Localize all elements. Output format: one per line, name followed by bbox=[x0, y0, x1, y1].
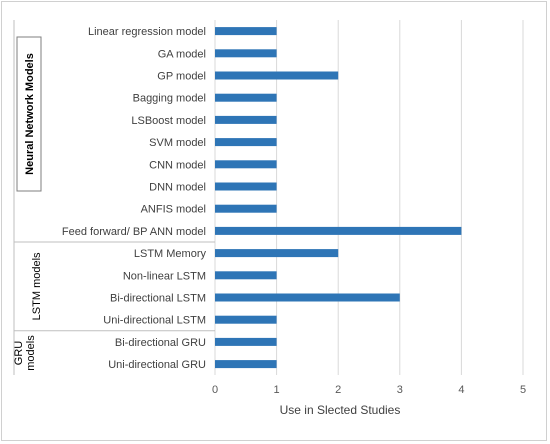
bar bbox=[215, 204, 277, 213]
bar bbox=[215, 337, 277, 346]
bar bbox=[215, 249, 339, 258]
x-tick-label: 5 bbox=[520, 384, 526, 396]
bar bbox=[215, 71, 339, 80]
bar bbox=[215, 93, 277, 102]
bar bbox=[215, 138, 277, 147]
x-axis-title: Use in Slected Studies bbox=[280, 403, 401, 417]
x-tick-label: 2 bbox=[335, 384, 341, 396]
category-label: Linear regression model bbox=[88, 26, 206, 38]
bar bbox=[215, 293, 400, 302]
category-label: GA model bbox=[158, 48, 206, 60]
category-labels: Linear regression model GA model GP model B… bbox=[62, 26, 207, 371]
bar bbox=[215, 315, 277, 324]
category-label: SVM model bbox=[149, 137, 206, 149]
group-label: LSTM models bbox=[31, 252, 43, 320]
category-label: Uni-directional GRU bbox=[108, 359, 206, 371]
bar bbox=[215, 115, 277, 124]
group-label-box bbox=[16, 36, 42, 192]
x-tick-label: 0 bbox=[212, 384, 218, 396]
bar bbox=[215, 226, 462, 235]
category-groups: Neural Network Models LSTM models GRU model… bbox=[13, 20, 215, 375]
category-label: ANFIS model bbox=[141, 204, 206, 216]
category-label: DNN model bbox=[149, 182, 206, 194]
x-tick-label: 3 bbox=[397, 384, 403, 396]
bar bbox=[215, 271, 277, 280]
group-label: Neural Network Models bbox=[24, 53, 36, 175]
category-label: CNN model bbox=[149, 159, 206, 171]
x-tick-label: 4 bbox=[458, 384, 464, 396]
group-label: GRU bbox=[13, 341, 25, 366]
category-label: Non-linear LSTM bbox=[123, 270, 206, 282]
bar bbox=[215, 160, 277, 169]
category-label: Feed forward/ BP ANN model bbox=[62, 226, 206, 238]
x-tick-labels: 0 1 2 3 4 5 bbox=[212, 384, 526, 396]
category-label: Bi-directional LSTM bbox=[110, 293, 206, 305]
category-label: LSTM Memory bbox=[134, 248, 207, 260]
bar bbox=[215, 49, 277, 58]
bar bbox=[215, 360, 277, 369]
category-label: GP model bbox=[157, 71, 206, 83]
bars bbox=[215, 27, 462, 369]
category-label: Uni-directional LSTM bbox=[103, 315, 206, 327]
x-tick-label: 1 bbox=[274, 384, 280, 396]
category-label: Bagging model bbox=[133, 93, 206, 105]
bar bbox=[215, 27, 277, 36]
category-label: LSBoost model bbox=[131, 115, 206, 127]
category-label: Bi-directional GRU bbox=[115, 337, 206, 349]
bar bbox=[215, 182, 277, 191]
group-label: models bbox=[25, 335, 37, 371]
